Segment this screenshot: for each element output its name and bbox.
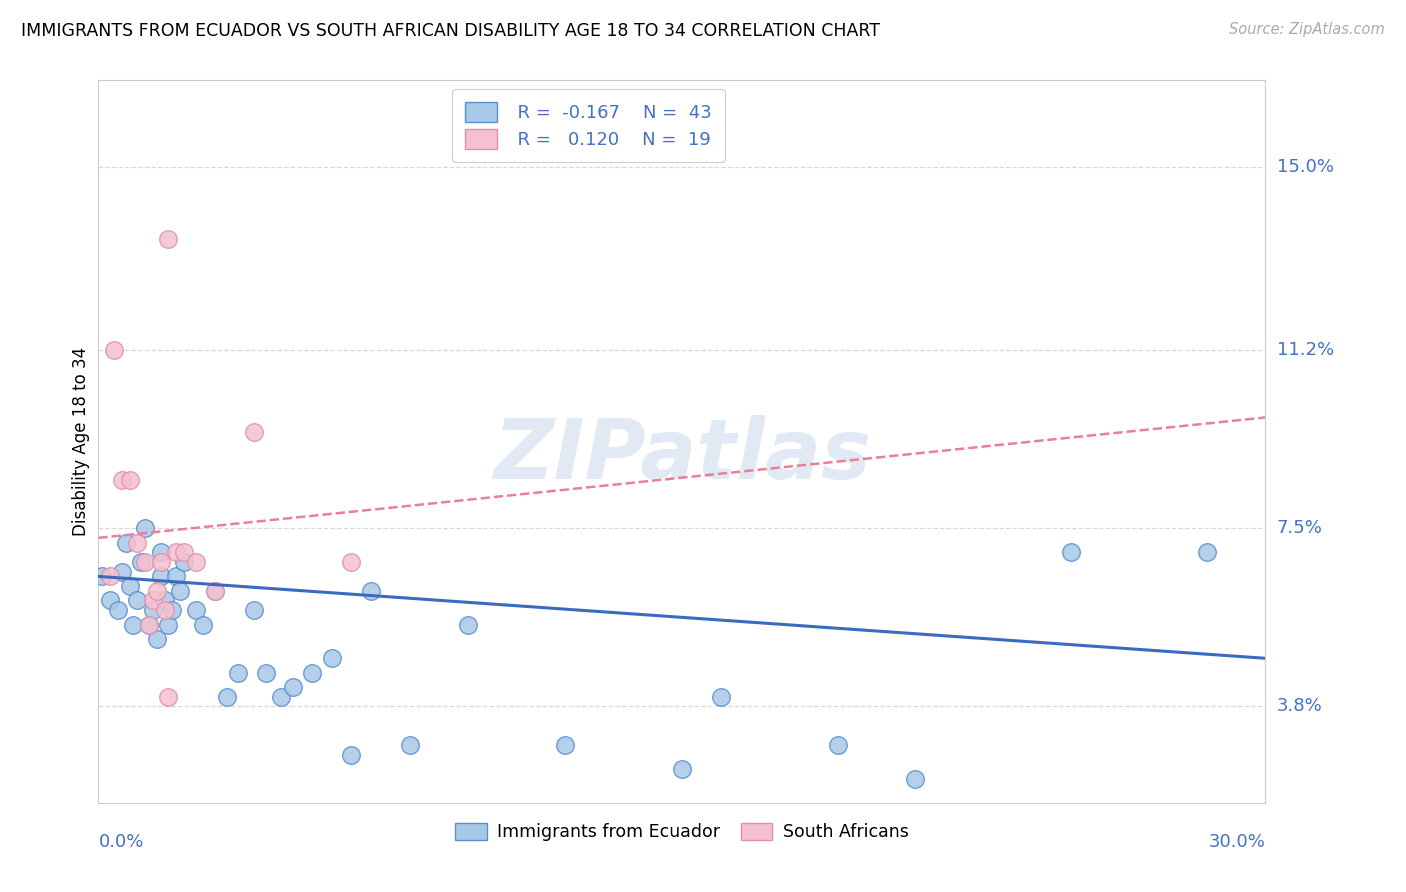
Text: 0.0%: 0.0% [98,833,143,851]
Point [127,535,149,549]
Point [398,738,420,752]
Text: 30.0%: 30.0% [1209,833,1265,851]
Point [111,473,134,487]
Point [134,555,156,569]
Point [157,617,180,632]
Text: 15.0%: 15.0% [1277,158,1333,176]
Point [904,772,927,786]
Point [118,473,141,487]
Text: 11.2%: 11.2% [1277,341,1334,359]
Point [193,617,215,632]
Point [142,593,165,607]
Point [360,583,382,598]
Point [138,617,160,632]
Point [243,603,266,617]
Text: Source: ZipAtlas.com: Source: ZipAtlas.com [1229,22,1385,37]
Text: 3.8%: 3.8% [1277,698,1322,715]
Point [204,583,226,598]
Point [91,569,114,583]
Point [149,545,172,559]
Point [103,343,125,357]
Point [146,632,169,646]
Point [228,665,250,680]
Point [138,617,160,632]
Point [142,603,165,617]
Point [127,593,149,607]
Point [340,747,363,762]
Point [122,617,145,632]
Point [153,593,176,607]
Point [149,555,172,569]
Point [146,583,169,598]
Point [134,521,156,535]
Point [554,738,576,752]
Point [281,680,304,694]
Point [118,579,141,593]
Point [129,555,152,569]
Point [173,555,195,569]
Point [204,583,226,598]
Point [107,603,129,617]
Text: IMMIGRANTS FROM ECUADOR VS SOUTH AFRICAN DISABILITY AGE 18 TO 34 CORRELATION CHA: IMMIGRANTS FROM ECUADOR VS SOUTH AFRICAN… [21,22,880,40]
Point [184,603,207,617]
Point [169,583,191,598]
Y-axis label: Disability Age 18 to 34: Disability Age 18 to 34 [72,347,90,536]
Point [1195,545,1218,559]
Point [270,690,292,704]
Point [157,690,180,704]
Point [457,617,479,632]
Point [710,690,733,704]
Point [827,738,849,752]
Point [162,603,184,617]
Point [98,593,121,607]
Point [114,535,136,549]
Point [165,569,187,583]
Point [157,232,180,246]
Point [149,569,172,583]
Point [1060,545,1083,559]
Point [153,603,176,617]
Point [254,665,277,680]
Point [173,545,195,559]
Point [340,555,363,569]
Text: 7.5%: 7.5% [1277,519,1323,537]
Legend: Immigrants from Ecuador, South Africans: Immigrants from Ecuador, South Africans [449,815,915,848]
Point [671,762,693,776]
Point [301,665,323,680]
Point [215,690,238,704]
Point [184,555,207,569]
Point [98,569,121,583]
Text: ZIPatlas: ZIPatlas [494,416,870,497]
Point [243,425,266,439]
Point [321,651,343,665]
Point [111,565,134,579]
Point [165,545,187,559]
